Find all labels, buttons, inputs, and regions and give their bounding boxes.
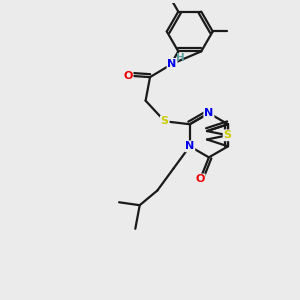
Text: S: S [161,116,169,126]
Text: N: N [204,108,214,118]
Text: O: O [123,71,133,81]
Text: O: O [195,174,205,184]
Text: N: N [185,141,194,151]
Text: S: S [224,130,232,140]
Text: H: H [176,53,185,63]
Text: N: N [167,59,177,69]
